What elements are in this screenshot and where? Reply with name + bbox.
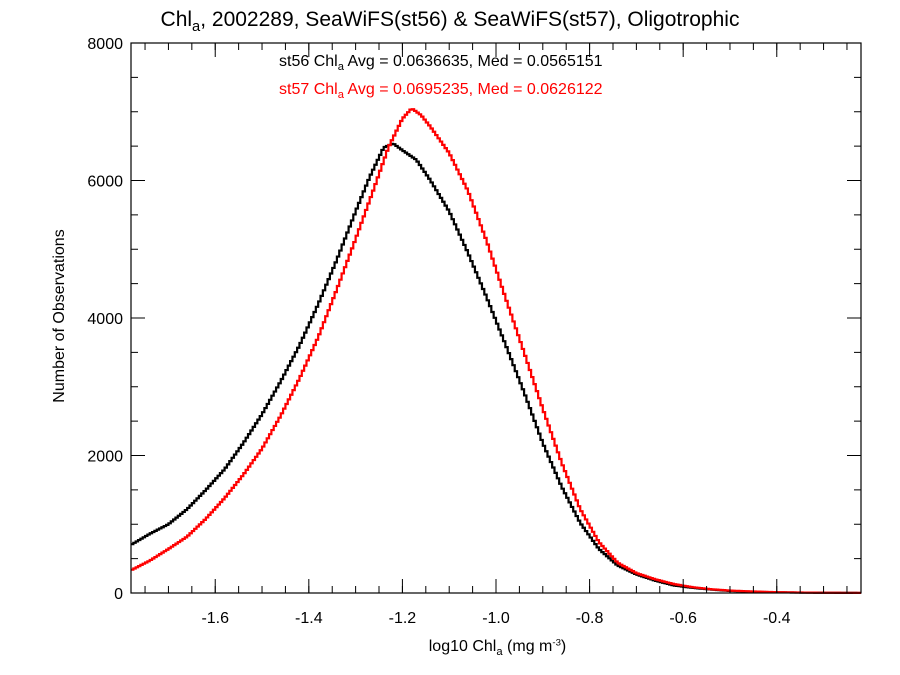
x-tick-label: -1.6 (201, 610, 229, 627)
xlabel-prefix: log10 Chl (428, 638, 497, 655)
x-tick-label: -1.4 (295, 610, 323, 627)
st56-stats-rest: Avg = 0.0636635, Med = 0.0565151 (343, 53, 603, 70)
y-tick-label: 4000 (87, 311, 123, 328)
chart-title: Chla, 2002289, SeaWiFS(st56) & SeaWiFS(s… (0, 8, 900, 36)
xlabel-mid: (mg m (502, 638, 553, 655)
y-tick-label: 0 (114, 586, 123, 603)
series-line-st57 (131, 108, 861, 594)
st57-stats-prefix: st57 Chl (279, 81, 338, 98)
tick-layer: -1.6 -1.4 -1.2 -1.0 -0.8 -0.6 -0.4 0 2000 4000 600… (87, 36, 861, 627)
y-tick-label: 6000 (87, 174, 123, 191)
st57-stats-annotation: st57 Chla Avg = 0.0695235, Med = 0.06261… (279, 81, 603, 101)
x-tick-label: -0.6 (669, 610, 697, 627)
x-tick-label: -1.0 (482, 610, 510, 627)
series-layer (131, 108, 861, 595)
y-tick-label: 8000 (87, 36, 123, 53)
y-tick-label: 2000 (87, 449, 123, 466)
y-axis-label-text: Number of Observations (51, 229, 68, 403)
st56-stats-annotation: st56 Chla Avg = 0.0636635, Med = 0.05651… (279, 53, 603, 73)
x-tick-label: -0.8 (576, 610, 604, 627)
xlabel-superscript: -3 (552, 637, 561, 649)
x-axis-label: log10 Chla (mg m-3) (0, 637, 900, 658)
xlabel-subscript: a (496, 645, 503, 658)
plot-frame (130, 42, 862, 594)
st57-stats-subscript: a (337, 88, 344, 101)
xlabel-suffix: ) (560, 638, 567, 655)
title-prefix: Chl (160, 8, 193, 31)
x-tick-label: -1.2 (389, 610, 417, 627)
series-line-st56 (131, 142, 861, 595)
st57-stats-rest: Avg = 0.0695235, Med = 0.0626122 (343, 81, 603, 98)
title-subscript: a (192, 19, 201, 36)
x-tick-label: -0.4 (763, 610, 791, 627)
st56-stats-subscript: a (337, 60, 344, 73)
title-rest: , 2002289, SeaWiFS(st56) & SeaWiFS(st57)… (200, 8, 740, 31)
st56-stats-prefix: st56 Chl (279, 53, 338, 70)
